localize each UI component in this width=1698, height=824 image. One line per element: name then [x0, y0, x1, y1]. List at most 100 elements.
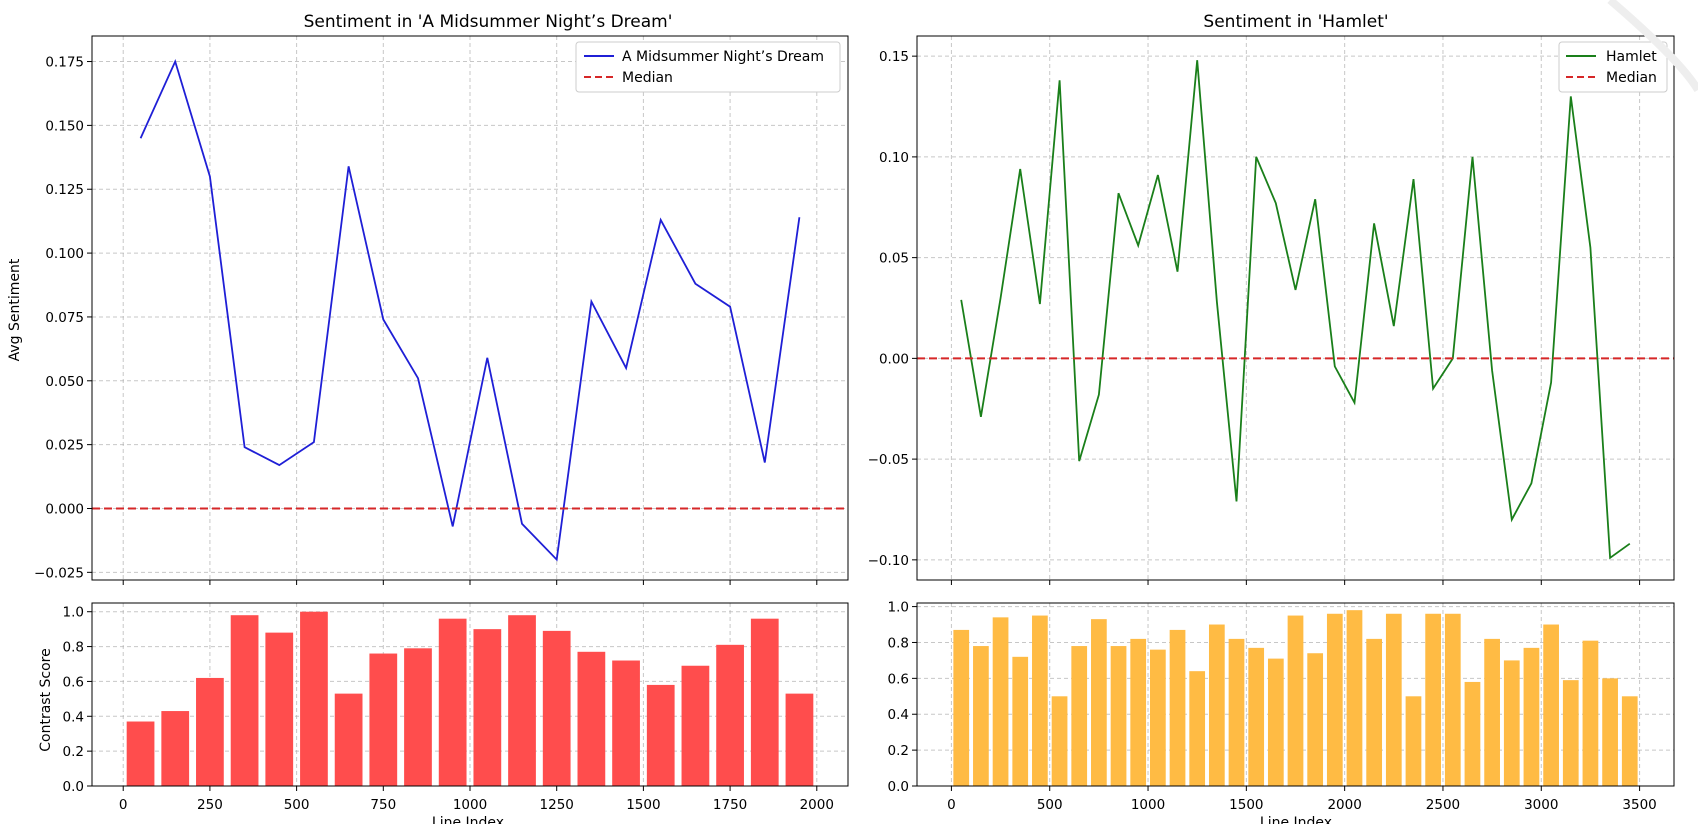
hamlet-contrast-xlabel: Line Index: [1260, 815, 1332, 824]
midsummer-sentiment-ytick-label: 0.100: [45, 246, 84, 262]
midsummer-contrast-xtick-label: 0: [119, 797, 128, 813]
hamlet-contrast-bar: [992, 617, 1009, 786]
midsummer-legend-median-label: Median: [622, 70, 673, 86]
hamlet-sentiment-grid: [917, 36, 1674, 580]
midsummer-sentiment-series-line: [139, 58, 801, 562]
decorative-arc: [1607, 0, 1698, 93]
hamlet-contrast-bar: [1464, 681, 1481, 786]
hamlet-contrast-xtick-label: 3500: [1622, 797, 1656, 813]
midsummer-legend-line-label: A Midsummer Night’s Dream: [622, 49, 824, 65]
hamlet-contrast-frame: [916, 602, 1675, 787]
midsummer-sentiment-ytick-label: 0.000: [45, 501, 84, 517]
hamlet-contrast-bar: [1267, 658, 1284, 786]
hamlet-contrast-bar: [1130, 638, 1147, 786]
midsummer-contrast-bar: [300, 611, 328, 786]
hamlet-contrast-bar: [1602, 678, 1618, 786]
hamlet-contrast-axes: 0 500 1000 1500 2000 2500 3000 3500 0.0 0.2 0.4 0.6…: [888, 600, 1675, 813]
hamlet-contrast-ytick-label: 0.4: [888, 707, 909, 723]
hamlet-contrast-bar: [1503, 660, 1520, 786]
hamlet-contrast-bar: [1405, 696, 1422, 786]
hamlet-sentiment-ytick-label: −0.10: [868, 553, 909, 569]
midsummer-contrast-bar: [230, 615, 259, 786]
midsummer-contrast-xtick-label: 1250: [540, 797, 574, 813]
hamlet-contrast-bar: [1444, 613, 1461, 786]
hamlet-sentiment-panel: Sentiment in 'Hamlet' −0.10 −0.05 0.00 0.05…: [868, 12, 1675, 585]
midsummer-contrast-ytick-label: 0.4: [63, 709, 84, 725]
midsummer-contrast-xtick-label: 1000: [453, 797, 487, 813]
midsummer-sentiment-grid: [92, 36, 848, 580]
hamlet-contrast-bar: [1621, 696, 1638, 786]
midsummer-contrast-xtick-label: 750: [370, 797, 396, 813]
hamlet-sentiment-ytick-label: 0.15: [879, 49, 909, 65]
midsummer-contrast-bar: [438, 618, 467, 786]
midsummer-sentiment-ytick-label: 0.050: [45, 374, 84, 390]
hamlet-legend: Hamlet Median: [1558, 41, 1668, 93]
midsummer-contrast-bar: [716, 644, 744, 786]
hamlet-contrast-bar: [1543, 624, 1559, 786]
hamlet-contrast-bar: [1307, 653, 1324, 786]
hamlet-contrast-xtick-label: 1500: [1229, 797, 1263, 813]
hamlet-sentiment-ytick-label: 0.05: [879, 251, 909, 267]
hamlet-contrast-bar: [1110, 646, 1127, 786]
hamlet-contrast-bar: [1582, 640, 1599, 786]
midsummer-contrast-bar: [508, 615, 536, 786]
midsummer-contrast-bar: [196, 677, 224, 786]
midsummer-contrast-xtick-label: 500: [284, 797, 310, 813]
midsummer-sentiment-ytick-label: 0.025: [45, 438, 84, 454]
midsummer-contrast-ylabel: Contrast Score: [38, 648, 54, 751]
midsummer-sentiment-lines: [92, 58, 848, 562]
midsummer-contrast-ytick-label: 0.0: [63, 779, 84, 795]
midsummer-contrast-bar: [785, 693, 814, 786]
midsummer-sentiment-axes: −0.025 0.000 0.025 0.050 0.075 0.100 0.125 0.15…: [34, 35, 849, 585]
midsummer-contrast-bar: [646, 684, 675, 786]
midsummer-sentiment-ytick-label: −0.025: [34, 565, 84, 581]
midsummer-contrast-xlabel: Line Index: [432, 815, 504, 824]
hamlet-contrast-bar: [1385, 613, 1402, 786]
midsummer-contrast-xtick-label: 250: [197, 797, 223, 813]
midsummer-sentiment-ytick-label: 0.125: [45, 182, 84, 198]
hamlet-contrast-bar: [1169, 629, 1186, 786]
hamlet-contrast-bar: [953, 629, 970, 786]
hamlet-contrast-bar: [1228, 638, 1245, 786]
midsummer-contrast-axes: 0 250 500 750 1000 1250 1500 1750 2000 0.0 0.2 0.4 0…: [63, 602, 849, 813]
hamlet-contrast-bar: [1562, 680, 1579, 786]
midsummer-legend: A Midsummer Night’s Dream Median: [575, 41, 841, 93]
hamlet-contrast-bar: [1149, 649, 1166, 786]
hamlet-contrast-xtick-label: 2000: [1327, 797, 1361, 813]
hamlet-contrast-ytick-label: 0.2: [888, 743, 909, 759]
hamlet-sentiment-frame: [916, 35, 1675, 581]
hamlet-contrast-bars: [953, 610, 1638, 786]
midsummer-contrast-ytick-label: 0.6: [63, 674, 84, 690]
hamlet-contrast-bar: [973, 646, 989, 786]
midsummer-contrast-bar: [265, 632, 294, 786]
midsummer-contrast-bar: [681, 665, 710, 786]
midsummer-contrast-ytick-label: 1.0: [63, 605, 84, 621]
midsummer-sentiment-ytick-label: 0.150: [45, 118, 84, 134]
midsummer-sentiment-title: Sentiment in 'A Midsummer Night’s Dream': [304, 12, 673, 32]
midsummer-contrast-xtick-label: 1750: [713, 797, 747, 813]
hamlet-contrast-bar: [1346, 610, 1363, 786]
hamlet-contrast-xtick-label: 1000: [1131, 797, 1165, 813]
midsummer-contrast-xtick-label: 1500: [626, 797, 660, 813]
hamlet-contrast-bar: [1091, 619, 1107, 786]
midsummer-sentiment-ylabel: Avg Sentiment: [7, 258, 23, 361]
hamlet-contrast-ytick-label: 1.0: [888, 600, 909, 616]
hamlet-contrast-bar: [1051, 696, 1068, 786]
midsummer-contrast-bar: [612, 660, 640, 786]
midsummer-contrast-bar: [369, 653, 398, 786]
hamlet-contrast-panel: Line Index 0 500 1000 1500 2000 2500 3000 35000…: [888, 600, 1675, 824]
hamlet-contrast-bar: [1032, 615, 1048, 786]
hamlet-contrast-bar: [1425, 613, 1442, 786]
midsummer-legend-box: [575, 41, 841, 93]
midsummer-sentiment-ytick-label: 0.175: [45, 55, 84, 71]
hamlet-sentiment-series-line: [960, 60, 1631, 560]
midsummer-contrast-bar: [404, 648, 432, 786]
midsummer-contrast-panel: Contrast Score Line Index 0 250 500 750 1000…: [38, 602, 849, 824]
hamlet-contrast-bar: [1523, 647, 1540, 786]
midsummer-contrast-bar: [334, 693, 363, 786]
hamlet-contrast-xtick-label: 0: [947, 797, 956, 813]
hamlet-contrast-ytick-label: 0.8: [888, 635, 909, 651]
hamlet-contrast-xtick-label: 3000: [1524, 797, 1558, 813]
hamlet-legend-box: [1558, 41, 1668, 93]
hamlet-contrast-bar: [1012, 656, 1029, 786]
